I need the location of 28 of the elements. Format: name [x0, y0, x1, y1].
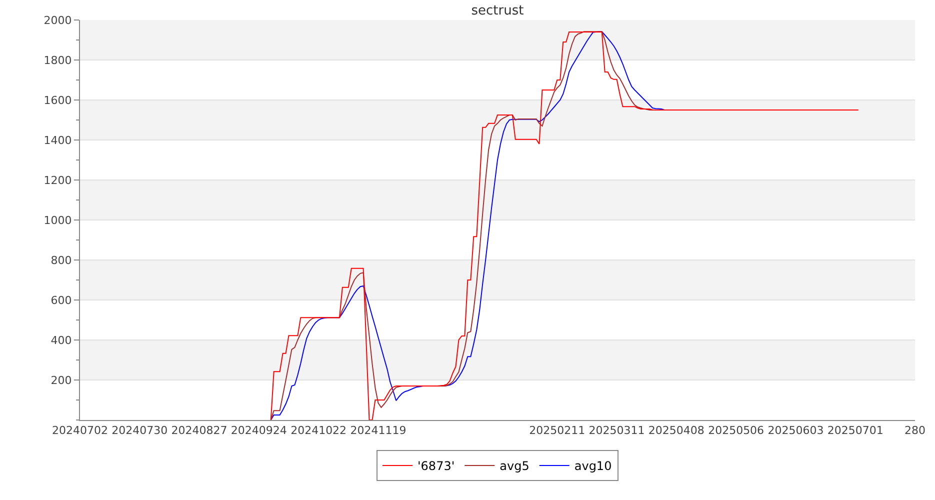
x-tick-label: 20250311 — [588, 424, 645, 438]
x-tick-label: 20250506 — [708, 424, 764, 438]
x-tick-label: 20250211 — [529, 424, 586, 438]
y-tick-label: 400 — [50, 334, 72, 347]
x-tick-label: 20250408 — [648, 424, 704, 438]
x-tick-label: 20240730 — [112, 424, 168, 438]
y-tick-label: 2000 — [44, 14, 72, 27]
legend-label: '6873' — [418, 459, 455, 474]
y-tick-label: 1400 — [44, 134, 72, 147]
x-tick-label: 280 — [904, 424, 926, 438]
y-tick-label: 1200 — [44, 174, 72, 187]
legend-label: avg10 — [574, 459, 612, 474]
x-tick-label: 20250603 — [768, 424, 824, 438]
x-tick-label: 20241119 — [350, 424, 406, 438]
y-tick-label: 1000 — [44, 214, 72, 227]
x-tick-label: 20240924 — [230, 424, 287, 438]
x-tick-label: 20241022 — [290, 424, 347, 438]
legend-label: avg5 — [500, 459, 530, 474]
chart-title: sectrust — [471, 4, 524, 19]
y-tick-label: 600 — [50, 294, 72, 307]
x-tick-label: 20250701 — [827, 424, 884, 438]
y-tick-label: 1800 — [44, 54, 72, 67]
y-tick-label: 200 — [50, 374, 72, 387]
x-tick-label: 20240702 — [52, 424, 108, 438]
y-tick-label: 1600 — [44, 94, 72, 107]
y-tick-label: 800 — [50, 254, 72, 267]
x-tick-label: 20240827 — [171, 424, 228, 438]
line-series — [270, 32, 859, 420]
